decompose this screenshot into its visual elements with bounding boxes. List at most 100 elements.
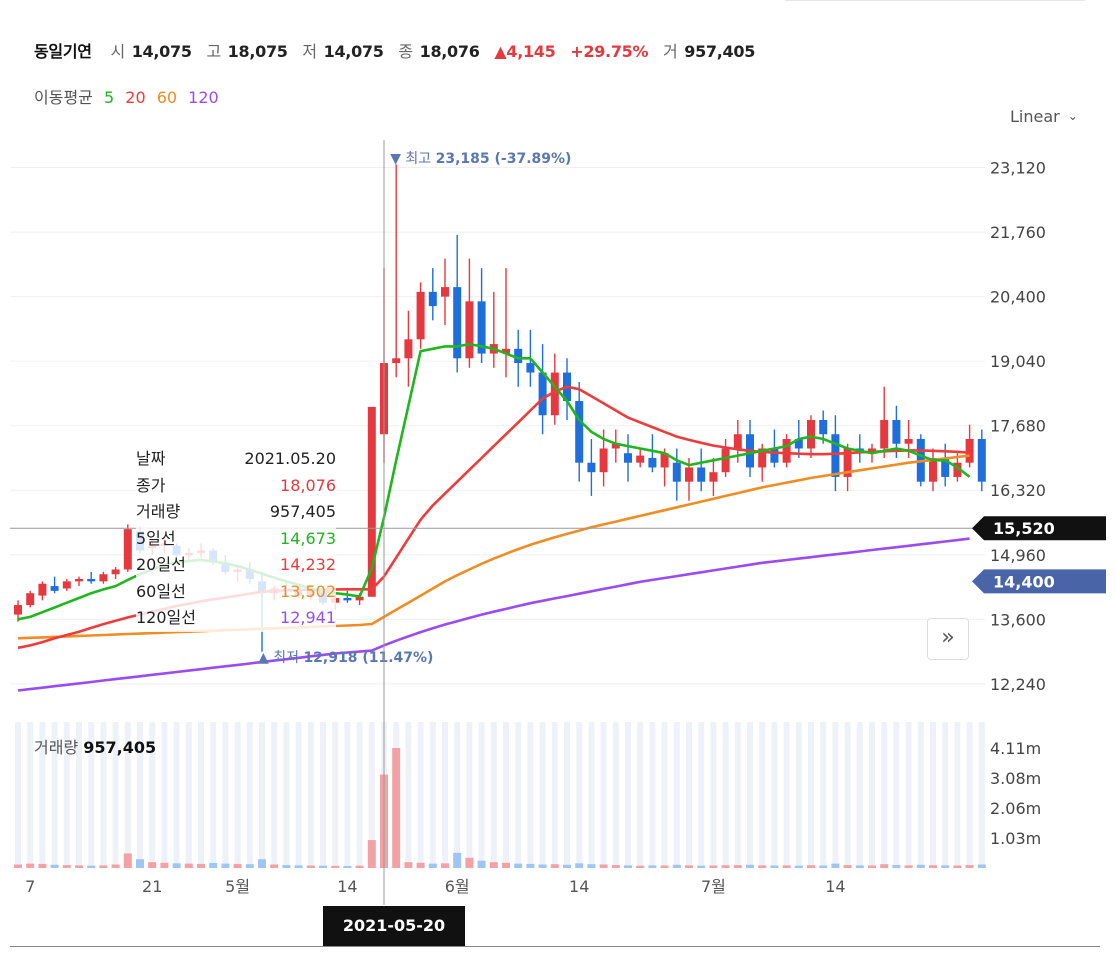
ma60-line: [17, 454, 970, 640]
candle-body: [550, 372, 559, 416]
volume-bar: [624, 865, 632, 868]
change-percent: +29.75%: [570, 42, 649, 61]
candle-body: [62, 581, 71, 589]
volume-bar: [916, 864, 925, 868]
scroll-latest-button[interactable]: »: [927, 618, 969, 660]
x-tick-label: 14: [569, 877, 589, 896]
volume-label: 거: [663, 42, 678, 61]
volume-bar: [123, 853, 132, 868]
quote-header: 동일기연 시 14,075 고 18,075 저 14,075 종 18,076…: [34, 38, 765, 62]
candle-body: [843, 448, 852, 477]
candle-body: [697, 467, 706, 482]
volume-bar: [75, 865, 83, 868]
volume-bar: [38, 863, 47, 868]
volume-bar: [184, 863, 193, 868]
close-value: 18,076: [419, 42, 480, 61]
volume-bar: [758, 865, 767, 868]
candle-body: [87, 578, 96, 582]
tooltip-date-label: 날짜: [136, 449, 166, 468]
crosshair-date-badge: 2021-05-20: [323, 906, 465, 946]
data-tooltip: 날짜 2021.05.20 종가 18,076 거래량 957,405 5일선 14,6…: [136, 446, 336, 632]
volume-bar: [14, 864, 22, 868]
ma-legend-title: 이동평균: [34, 88, 93, 107]
volume-bar: [50, 864, 59, 868]
scale-select-value: Linear: [1010, 107, 1060, 126]
ma-legend-20[interactable]: 20: [125, 88, 146, 107]
ma-legend: 이동평균 5 20 60 120: [34, 84, 225, 108]
candle-body: [611, 443, 620, 449]
volume-bar: [367, 840, 376, 868]
volume-bar: [965, 865, 974, 868]
volume-bar: [441, 863, 449, 868]
volume-bar: [709, 865, 718, 868]
top-divider: [785, 0, 1085, 1]
y-tick-label: 13,600: [990, 610, 1046, 629]
y-tick-label: 14,960: [990, 546, 1046, 565]
candle-body: [965, 438, 974, 463]
crosshair-price-label: 15,520: [993, 519, 1055, 538]
volume-bar: [160, 862, 169, 868]
volume-panel-label: 거래량: [34, 738, 79, 757]
candle-body: [38, 583, 47, 596]
candle-body: [733, 434, 742, 449]
candle-body: [807, 420, 815, 449]
volume-bar: [62, 865, 71, 868]
volume-bar: [294, 865, 303, 868]
volume-bar: [721, 865, 730, 868]
volume-bar: [404, 862, 413, 868]
crosshair: 15,520 14,400: [10, 140, 1106, 905]
y-tick-label: 20,400: [990, 288, 1046, 307]
volume-bars: [14, 747, 986, 868]
candle-body: [721, 448, 730, 473]
ma-legend-120[interactable]: 120: [188, 88, 219, 107]
volume-bar: [99, 865, 108, 868]
ma-legend-60[interactable]: 60: [156, 88, 178, 107]
candle-body: [416, 291, 425, 340]
candle-body: [941, 457, 950, 477]
volume-bar: [697, 865, 706, 868]
volume-tick-label: 1.03m: [990, 829, 1041, 848]
candle-body: [929, 457, 937, 482]
price-markers: ▼ 최고 23,185 (-37.89%) ▲ 최저 12,918 (11.47%…: [258, 151, 571, 666]
ma-legend-5[interactable]: 5: [103, 88, 115, 107]
candle-body: [794, 438, 803, 449]
candle-body: [624, 453, 632, 463]
low-marker-label: ▲ 최저 12,918 (11.47%): [258, 650, 433, 666]
volume-bar: [746, 864, 754, 868]
volume-bar: [148, 862, 157, 868]
time-axis: 7 21 5월 14 6월 14 7월 14: [25, 877, 845, 896]
tooltip-ma60-label: 60일선: [136, 581, 186, 601]
candle-body: [477, 301, 486, 354]
volume-bar: [526, 863, 535, 868]
candle-body: [587, 462, 596, 473]
current-price-label: 14,400: [993, 572, 1055, 591]
low-marker-value: 12,918 (11.47%): [303, 650, 433, 666]
candle-body: [977, 438, 986, 482]
scale-select[interactable]: Linear ⌄: [1010, 107, 1078, 126]
volume-bar: [111, 864, 120, 868]
candle-body: [770, 448, 779, 463]
candle-body: [526, 363, 535, 373]
volume-bar: [794, 865, 803, 868]
volume-bar: [599, 864, 608, 868]
ma120-line: [17, 537, 970, 692]
current-price-tag: [972, 569, 1106, 594]
volume-bar: [477, 860, 486, 868]
y-tick-label: 19,040: [990, 352, 1046, 371]
volume-bar: [819, 865, 828, 868]
volume-bar: [343, 865, 352, 868]
volume-bar: [563, 864, 571, 868]
tooltip-ma20-label: 20일선: [136, 555, 186, 574]
candle-body: [123, 529, 132, 570]
candle-body: [831, 434, 840, 477]
volume-bar: [929, 865, 937, 868]
volume-bar: [587, 864, 596, 868]
tooltip-date: 2021.05.20: [244, 449, 336, 468]
volume-bar: [514, 863, 523, 868]
candle-body: [880, 420, 889, 449]
tooltip-close: 18,076: [280, 475, 336, 495]
volume-bar: [672, 864, 681, 868]
tooltip-ma5: 14,673: [280, 528, 336, 548]
candle-body: [50, 586, 59, 591]
